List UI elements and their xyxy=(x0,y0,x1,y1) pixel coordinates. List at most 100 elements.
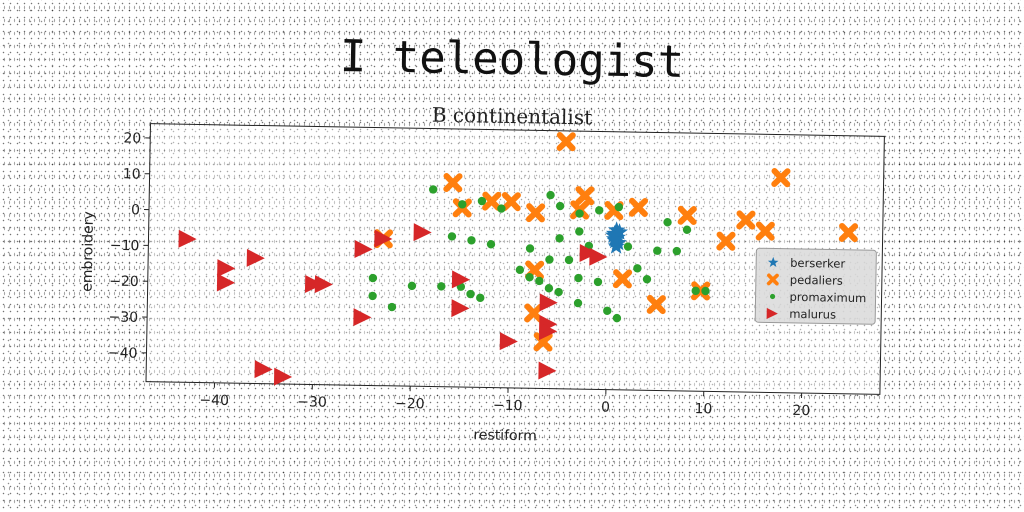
pedaliers-point xyxy=(556,132,576,152)
pedaliers-point xyxy=(482,191,502,211)
y-tick-label: −10 xyxy=(110,238,140,255)
promaximum-point xyxy=(555,234,564,243)
promaximum-point xyxy=(525,272,534,282)
promaximum-point xyxy=(476,293,485,303)
promaximum-point xyxy=(595,206,604,215)
x-tick-label: 0 xyxy=(601,400,610,416)
promaximum-point xyxy=(466,289,475,299)
promaximum-point xyxy=(515,265,525,275)
promaximum-point xyxy=(603,306,612,315)
promaximum-point xyxy=(544,284,554,293)
promaximum-point xyxy=(535,276,544,286)
y-tick-label: 10 xyxy=(123,166,141,182)
x-tick-label: 10 xyxy=(694,401,712,417)
pedaliers-point xyxy=(443,173,463,193)
promaximum-point xyxy=(612,313,622,323)
promaximum-point xyxy=(525,244,535,253)
promaximum-point xyxy=(545,255,554,264)
promaximum-point xyxy=(477,196,487,206)
promaximum-point xyxy=(555,201,565,211)
malurus-point xyxy=(589,247,608,266)
promaximum-point xyxy=(429,185,438,194)
legend-marker-pedaliers xyxy=(766,273,779,286)
promaximum-point xyxy=(701,286,710,296)
pedaliers-point xyxy=(838,222,859,243)
promaximum-point xyxy=(554,287,563,297)
malurus-point xyxy=(217,259,236,278)
promaximum-point xyxy=(546,190,555,200)
promaximum-point xyxy=(672,246,682,256)
promaximum-point xyxy=(486,240,496,249)
malurus-point xyxy=(254,360,273,379)
promaximum-point xyxy=(467,236,476,245)
y-axis-label: embroidery xyxy=(80,211,97,292)
malurus-point xyxy=(579,243,598,262)
promaximum-point xyxy=(642,275,652,284)
malurus-point xyxy=(246,248,265,267)
malurus-point xyxy=(499,332,518,351)
pedaliers-point xyxy=(524,303,544,323)
legend-label-berserker: berserker xyxy=(790,256,845,271)
promaximum-point xyxy=(497,204,506,213)
x-tick-label: −10 xyxy=(493,398,523,415)
y-tick-label: −40 xyxy=(108,345,138,362)
malurus-point xyxy=(451,270,470,289)
pedaliers-point xyxy=(612,269,633,289)
legend-box xyxy=(754,247,877,325)
legend-marker-malurus xyxy=(766,307,778,319)
promaximum-point xyxy=(691,286,700,296)
berserker-point xyxy=(607,237,625,254)
pedaliers-point xyxy=(575,186,595,206)
promaximum-point xyxy=(574,273,583,283)
axis-ticks: −40 −30 −20 −10 0 10 20 20 10 0 −10 −20 −30 −40 xyxy=(108,130,811,419)
promaximum-point xyxy=(575,227,584,236)
promaximum-point xyxy=(573,298,583,308)
legend-marker-promaximum xyxy=(769,293,776,300)
promaximum-point xyxy=(653,246,662,255)
legend-label-promaximum: promaximum xyxy=(789,290,866,305)
pedaliers-point xyxy=(736,210,756,230)
y-tick-label: −20 xyxy=(109,274,139,291)
promaximum-point xyxy=(575,209,584,218)
pedaliers-point xyxy=(690,281,711,301)
pedaliers-point xyxy=(771,168,791,188)
promaximum-point xyxy=(614,202,624,212)
malurus-point xyxy=(216,273,236,292)
malurus-point xyxy=(374,229,393,248)
pedaliers-point xyxy=(755,221,775,241)
legend: berserker pedaliers promaximum malurus xyxy=(754,247,877,325)
pedaliers-point xyxy=(501,191,521,212)
legend-label-malurus: malurus xyxy=(789,307,836,322)
plot-frame xyxy=(145,123,885,395)
malurus-point xyxy=(539,322,558,341)
y-tick-label: 0 xyxy=(131,202,140,218)
malurus-point xyxy=(273,367,293,386)
malurus-point xyxy=(539,293,558,312)
promaximum-point xyxy=(458,200,467,209)
y-tick-label: −30 xyxy=(108,309,138,326)
promaximum-point xyxy=(368,273,378,283)
malurus-point xyxy=(538,361,557,380)
promaximum-point xyxy=(682,225,692,234)
pedaliers-point xyxy=(533,332,553,352)
pedaliers-point xyxy=(677,205,697,226)
promaximum-point xyxy=(564,255,574,265)
malurus-point xyxy=(451,299,470,318)
malurus-point xyxy=(354,240,373,259)
x-tick-label: −40 xyxy=(199,393,229,410)
promaximum-point xyxy=(437,282,446,291)
x-tick-label: −20 xyxy=(395,396,425,413)
data-points xyxy=(178,132,859,386)
pedaliers-point xyxy=(628,197,649,218)
x-tick-label: 20 xyxy=(792,403,810,419)
promaximum-point xyxy=(633,264,642,273)
berserker-point xyxy=(605,230,623,247)
malurus-point xyxy=(353,308,372,327)
legend-label-pedaliers: pedaliers xyxy=(790,273,843,288)
malurus-point xyxy=(413,223,432,242)
pedaliers-point xyxy=(525,203,546,223)
pedaliers-point xyxy=(646,294,666,315)
promaximum-point xyxy=(447,232,457,241)
promaximum-point xyxy=(663,218,672,227)
